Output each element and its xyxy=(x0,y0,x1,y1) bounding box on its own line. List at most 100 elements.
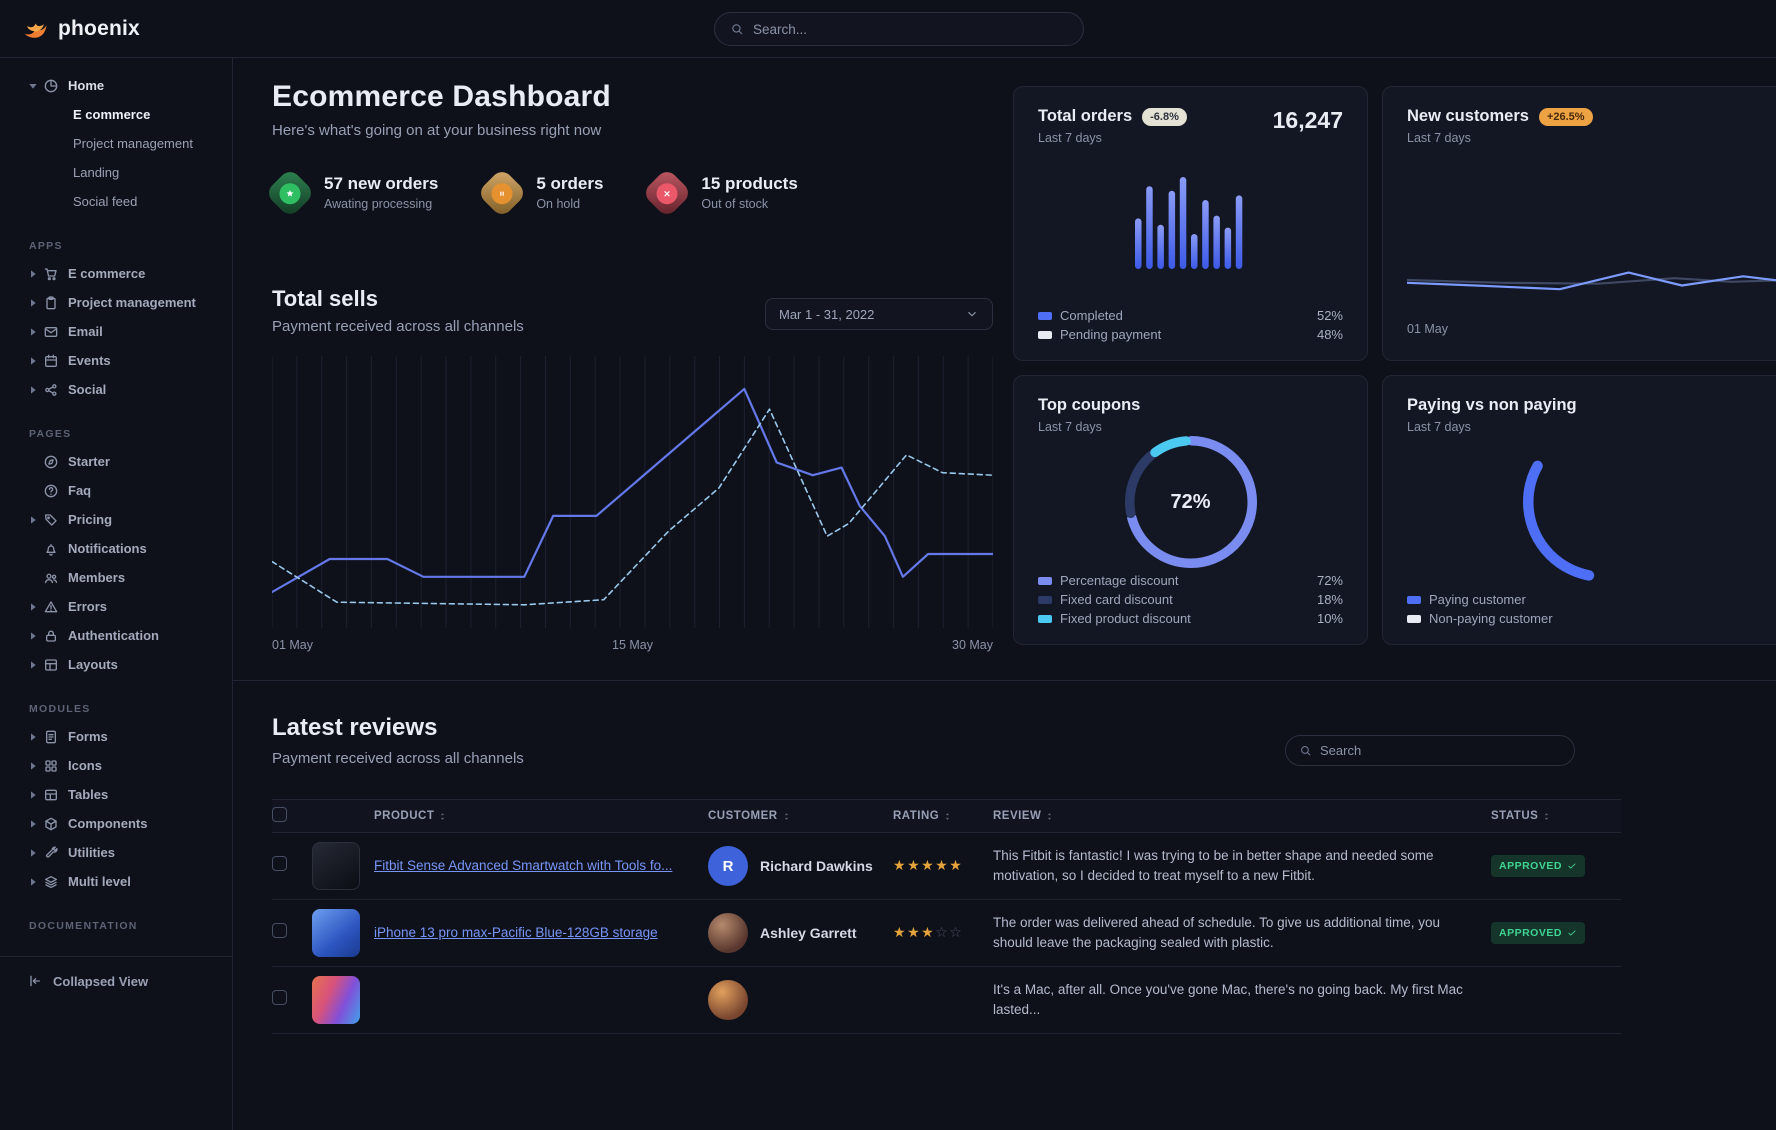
sidebar-item-ecommerce[interactable]: E commerce xyxy=(0,259,232,288)
card-period: Last 7 days xyxy=(1407,131,1471,145)
table-row: It's a Mac, after all. Once you've gone … xyxy=(272,966,1621,1034)
tag-icon xyxy=(43,512,59,528)
sidebar-item-landing[interactable]: Landing xyxy=(73,165,120,180)
section-divider xyxy=(233,680,1776,681)
clipboard-icon xyxy=(43,295,59,311)
date-range-select[interactable]: Mar 1 - 31, 2022 xyxy=(765,298,993,330)
review-text: The order was delivered ahead of schedul… xyxy=(993,914,1441,950)
new-customers-line-chart xyxy=(1407,271,1776,291)
sidebar-item-multi-level[interactable]: Multi level xyxy=(0,867,232,896)
paying-vs-non-paying-card: Paying vs non paying Last 7 days Paying … xyxy=(1382,375,1776,645)
legend-value: 72% xyxy=(1316,573,1343,588)
sidebar-item-layouts[interactable]: Layouts xyxy=(0,650,232,679)
sidebar-item-label: Utilities xyxy=(68,845,115,860)
sidebar-item-components[interactable]: Components xyxy=(0,809,232,838)
sidebar-item-label: Social xyxy=(68,382,107,397)
table-row: iPhone 13 pro max-Pacific Blue-128GB sto… xyxy=(272,899,1621,967)
x-tick: 30 May xyxy=(952,638,993,652)
avatar[interactable] xyxy=(708,913,748,953)
select-all-checkbox[interactable] xyxy=(272,807,287,822)
product-thumbnail[interactable] xyxy=(312,976,360,1024)
sidebar-item-pricing[interactable]: Pricing xyxy=(0,505,232,534)
sidebar-item-events[interactable]: Events xyxy=(0,346,232,375)
sidebar-item-project-management-dashboard[interactable]: Project management xyxy=(73,136,193,151)
collapsed-view-toggle[interactable]: Collapsed View xyxy=(0,956,232,1005)
sidebar-item-label: Members xyxy=(68,570,126,585)
sidebar-item-label: Notifications xyxy=(68,541,147,556)
sidebar-item-project-management[interactable]: Project management xyxy=(0,288,232,317)
bell-icon xyxy=(43,541,59,557)
column-header-customer[interactable]: CUSTOMER xyxy=(708,810,893,822)
lock-icon xyxy=(43,628,59,644)
legend-chip xyxy=(1038,614,1052,623)
status-badge: APPROVED xyxy=(1491,855,1585,877)
donut-center-value: 72% xyxy=(1170,490,1211,513)
kpi-cards: Total orders -6.8% Last 7 days 16,247 Co… xyxy=(1013,86,1776,645)
stat-out-of-stock: 15 products Out of stock xyxy=(641,167,798,218)
brand-name: phoenix xyxy=(58,16,140,40)
row-checkbox[interactable] xyxy=(272,990,287,1005)
product-thumbnail[interactable] xyxy=(312,909,360,957)
avatar[interactable] xyxy=(708,980,748,1020)
sidebar-item-home[interactable]: Home xyxy=(0,71,232,100)
sidebar-item-social-feed[interactable]: Social feed xyxy=(73,194,138,209)
status-badge: APPROVED xyxy=(1491,922,1585,944)
sidebar-item-authentication[interactable]: Authentication xyxy=(0,621,232,650)
column-header-product[interactable]: PRODUCT xyxy=(374,810,708,822)
global-search-input[interactable] xyxy=(753,21,1068,37)
sidebar-item-members[interactable]: Members xyxy=(0,563,232,592)
stat-title: 5 orders xyxy=(536,174,604,193)
card-title: Total orders xyxy=(1038,107,1133,125)
pause-icon xyxy=(497,187,508,198)
legend-chip xyxy=(1407,614,1421,623)
calendar-icon xyxy=(43,353,59,369)
column-header-review[interactable]: REVIEW xyxy=(993,810,1491,822)
legend-chip xyxy=(1038,595,1052,604)
product-thumbnail[interactable] xyxy=(312,842,360,890)
compass-icon xyxy=(43,454,59,470)
sidebar-item-errors[interactable]: Errors xyxy=(0,592,232,621)
share-icon xyxy=(43,382,59,398)
sidebar-item-forms[interactable]: Forms xyxy=(0,722,232,751)
new-customers-x-label: 01 May xyxy=(1407,322,1448,336)
global-search[interactable] xyxy=(714,12,1084,46)
sidebar-item-tables[interactable]: Tables xyxy=(0,780,232,809)
legend-label: Paying customer xyxy=(1429,592,1526,607)
caret-right-icon xyxy=(25,657,41,673)
cart-icon xyxy=(43,266,59,282)
sidebar-item-label: Project management xyxy=(68,295,196,310)
sidebar-item-email[interactable]: Email xyxy=(0,317,232,346)
legend-label: Non-paying customer xyxy=(1429,611,1553,626)
sidebar-item-label: Tables xyxy=(68,787,109,802)
sidebar-item-starter[interactable]: Starter xyxy=(0,447,232,476)
grid-icon xyxy=(43,758,59,774)
reviews-search[interactable] xyxy=(1285,735,1575,766)
row-checkbox[interactable] xyxy=(272,923,287,938)
product-link[interactable]: iPhone 13 pro max-Pacific Blue-128GB sto… xyxy=(374,925,658,940)
total-orders-value: 16,247 xyxy=(1272,107,1343,133)
row-checkbox[interactable] xyxy=(272,856,287,871)
legend-label: Completed xyxy=(1060,308,1123,323)
stat-sub: Awating processing xyxy=(324,197,433,211)
caret-right-icon xyxy=(25,599,41,615)
product-link[interactable]: Fitbit Sense Advanced Smartwatch with To… xyxy=(374,858,673,873)
column-header-rating[interactable]: RATING xyxy=(893,810,993,822)
sidebar-item-notifications[interactable]: Notifications xyxy=(0,534,232,563)
sidebar-item-icons[interactable]: Icons xyxy=(0,751,232,780)
column-header-status[interactable]: STATUS xyxy=(1491,810,1621,822)
avatar[interactable]: R xyxy=(708,846,748,886)
table-row: Fitbit Sense Advanced Smartwatch with To… xyxy=(272,832,1621,900)
brand[interactable]: phoenix xyxy=(22,15,140,42)
legend-label: Pending payment xyxy=(1060,327,1162,342)
total-sells-x-axis: 01 May 15 May 30 May xyxy=(272,638,993,652)
sidebar-item-faq[interactable]: Faq xyxy=(0,476,232,505)
sidebar-item-social[interactable]: Social xyxy=(0,375,232,404)
sidebar-item-utilities[interactable]: Utilities xyxy=(0,838,232,867)
sidebar-item-label: Faq xyxy=(68,483,92,498)
search-icon xyxy=(730,22,744,36)
reviews-search-input[interactable] xyxy=(1320,743,1561,758)
review-text: It's a Mac, after all. Once you've gone … xyxy=(993,981,1463,1017)
caret-right-icon xyxy=(25,874,41,890)
rating-stars: ★★★★★ xyxy=(893,857,964,873)
sidebar-item-ecommerce-dashboard[interactable]: E commerce xyxy=(73,107,151,122)
